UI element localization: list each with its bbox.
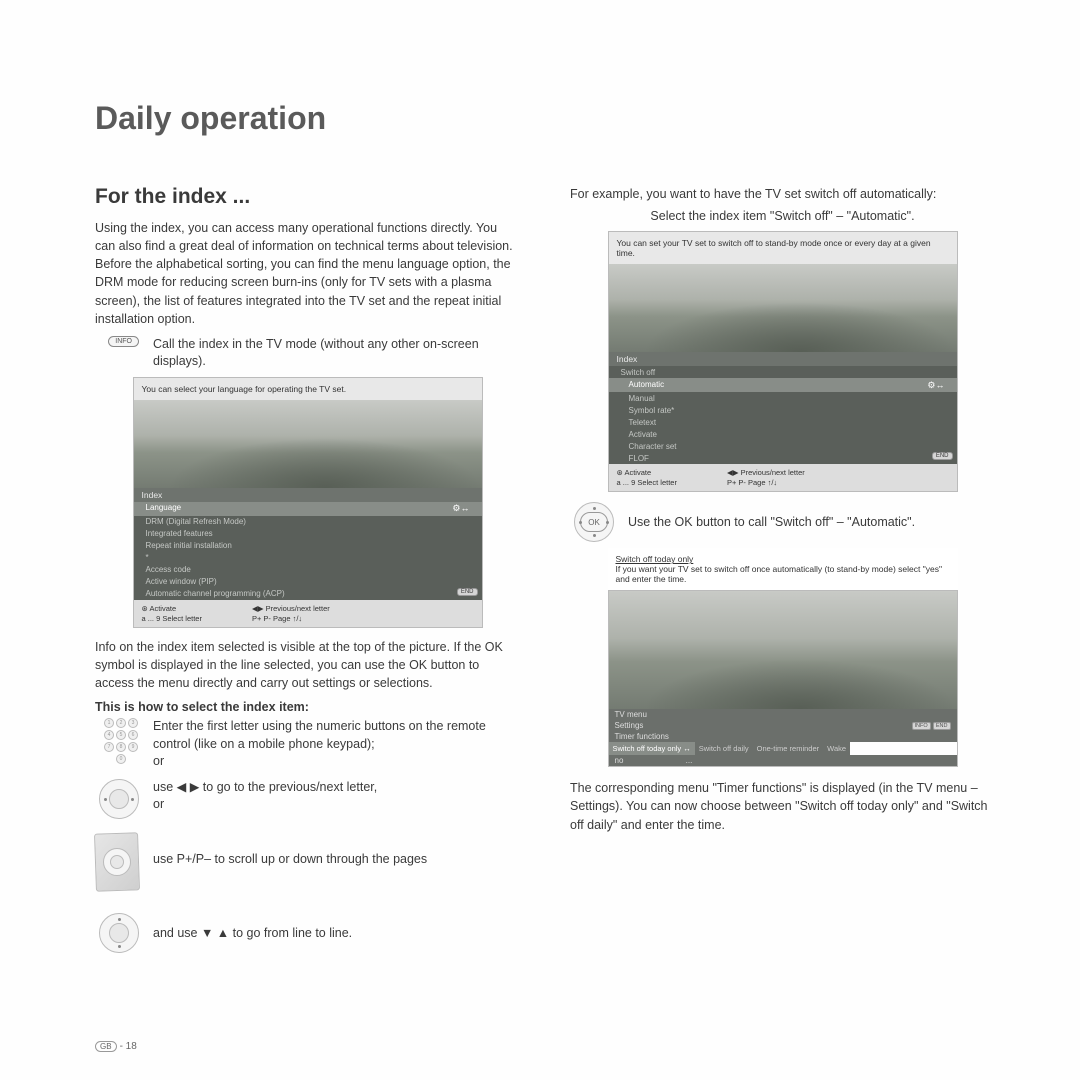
sc1-menu-header: Index — [134, 488, 482, 502]
page-title: Daily operation — [95, 100, 995, 137]
sc3-tab: Wake — [823, 742, 850, 755]
dpad-ok-icon: OK — [574, 502, 614, 542]
sc1-hint: You can select your language for operati… — [134, 378, 482, 400]
ok-badge: OK — [580, 512, 608, 532]
screenshot-timer: Switch off today only If you want your T… — [608, 548, 958, 767]
or-2: or — [153, 797, 164, 811]
sc2-end-badge: END — [932, 452, 953, 460]
sc2-menu-item: Symbol rate* — [609, 404, 957, 416]
sc2-footer: ⊛ Activate a ... 9 Select letter ◀▶ Prev… — [609, 464, 957, 491]
sc1-menu-item: Language⚙↔ — [134, 502, 482, 516]
ok-instruction: Use the OK button to call "Switch off" –… — [628, 515, 915, 529]
sc1-footer-prevnext: ◀▶ Previous/next letter — [252, 604, 330, 613]
sc1-photo — [134, 400, 482, 488]
remote-icon — [94, 832, 140, 892]
sc2-menu-item: Automatic⚙↔ — [609, 378, 957, 392]
sc1-end-badge: END — [457, 588, 478, 596]
sc3-photo — [609, 591, 957, 709]
step-leftright: use ◀ ▶ to go to the previous/next lette… — [153, 780, 377, 794]
sc3-title: Switch off today only — [616, 554, 694, 564]
conclusion: The corresponding menu "Timer functions"… — [570, 779, 995, 833]
sc1-menu-item: * — [134, 552, 482, 564]
sc1-footer: ⊛ Activate a ... 9 Select letter ◀▶ Prev… — [134, 600, 482, 627]
example-select: Select the index item "Switch off" – "Au… — [570, 207, 995, 225]
sc2-footer-activate: ⊛ Activate — [617, 468, 677, 477]
sc2-group: Switch off — [609, 366, 957, 378]
step-updown: and use ▼ ▲ to go from line to line. — [153, 926, 352, 940]
sc1-footer-select: a ... 9 Select letter — [142, 614, 202, 623]
sc2-menu-item: Character set — [609, 440, 957, 452]
sc2-menu-item: Manual — [609, 392, 957, 404]
sc1-menu-item: Integrated features — [134, 528, 482, 540]
or-1: or — [153, 754, 164, 768]
sc2-hint: You can set your TV set to switch off to… — [609, 232, 957, 264]
sc3-end-badge: END — [933, 722, 951, 730]
after-sc1-text: Info on the index item selected is visib… — [95, 638, 520, 692]
sc3-breadcrumb-0: TV menu — [615, 710, 647, 719]
howto-title: This is how to select the index item: — [95, 700, 520, 714]
gb-badge: GB — [95, 1041, 117, 1052]
sc2-photo — [609, 264, 957, 352]
sc1-menu-item: Active window (PIP) — [134, 576, 482, 588]
sc2-footer-prevnext: ◀▶ Previous/next letter — [727, 468, 805, 477]
step-page: use P+/P– to scroll up or down through t… — [153, 852, 427, 866]
page-number: GB- 18 — [95, 1041, 137, 1052]
sc3-breadcrumb-2: Timer functions — [615, 732, 669, 741]
sc3-row2-val: ... — [686, 756, 693, 765]
sc2-footer-select: a ... 9 Select letter — [617, 478, 677, 487]
dpad-horizontal-icon — [99, 779, 139, 819]
sc3-tab: Switch off today only ↔ — [609, 742, 695, 755]
screenshot-index-language: You can select your language for operati… — [133, 377, 483, 628]
sc3-tab: Switch off daily — [695, 742, 753, 755]
sc2-menu-item: FLOF — [609, 452, 957, 464]
dpad-vertical-icon — [99, 913, 139, 953]
sc2-menu-header: Index — [609, 352, 957, 366]
screenshot-index-switchoff: You can set your TV set to switch off to… — [608, 231, 958, 492]
info-instruction: Call the index in the TV mode (without a… — [153, 336, 520, 371]
sc2-menu-item: Teletext — [609, 416, 957, 428]
sc1-menu-item: DRM (Digital Refresh Mode) — [134, 516, 482, 528]
sc1-footer-page: P+ P- Page ↑/↓ — [252, 614, 330, 623]
sc1-menu-item: Access code — [134, 564, 482, 576]
info-button-icon: INFO — [108, 336, 139, 347]
sc3-tab: One-time reminder — [753, 742, 824, 755]
step-numpad: Enter the first letter using the numeric… — [153, 719, 486, 751]
sc1-menu-item: Repeat initial installation — [134, 540, 482, 552]
sc3-info-badge: INFO — [912, 722, 931, 730]
sc2-footer-page: P+ P- Page ↑/↓ — [727, 478, 805, 487]
example-intro: For example, you want to have the TV set… — [570, 185, 995, 203]
sc2-menu-item: Activate — [609, 428, 957, 440]
numpad-icon: 123 456 789 0 — [103, 718, 139, 764]
left-column: For the index ... Using the index, you c… — [95, 185, 520, 959]
sc1-menu-item: Automatic channel programming (ACP) — [134, 588, 482, 600]
sc1-footer-activate: ⊛ Activate — [142, 604, 202, 613]
sc3-row2-label: no — [615, 756, 624, 765]
section-title: For the index ... — [95, 185, 520, 209]
right-column: For example, you want to have the TV set… — [570, 185, 995, 959]
intro-paragraph: Using the index, you can access many ope… — [95, 219, 520, 328]
sc3-hint: If you want your TV set to switch off on… — [616, 564, 943, 584]
sc3-breadcrumb-1: Settings — [615, 721, 644, 730]
